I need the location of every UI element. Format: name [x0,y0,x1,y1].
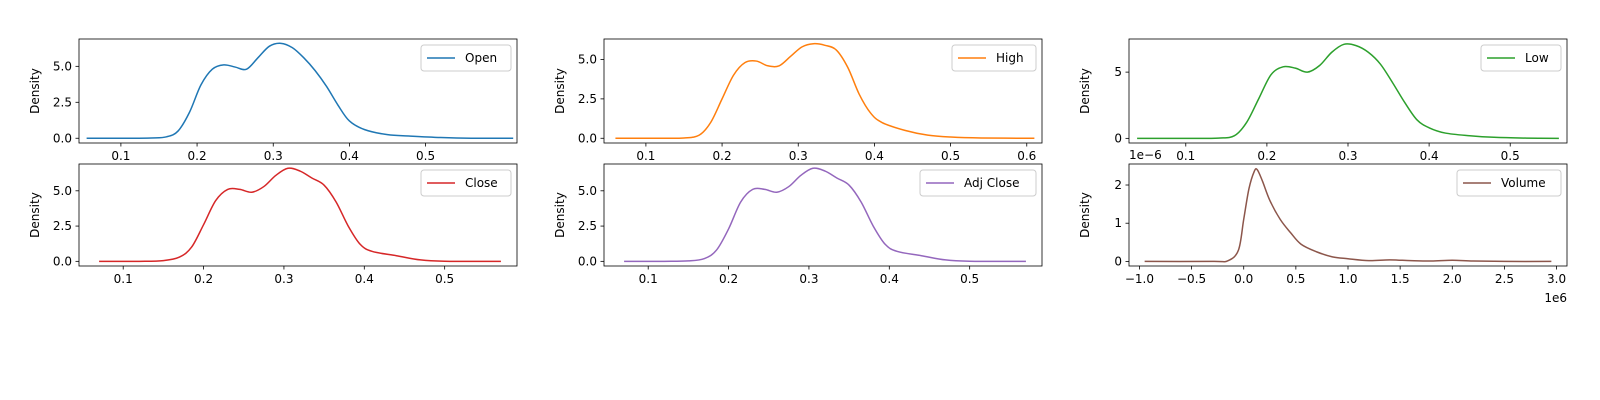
x-tick-label: 0.4 [865,149,884,163]
series-line-adj-close [624,167,1026,263]
series-line-open [86,42,514,140]
series-line-volume [1144,168,1552,263]
x-tick-label: 0.1 [639,272,658,286]
y-axis-label: Density [1078,68,1092,114]
legend: Close [420,169,512,197]
x-tick-label: 0.2 [188,149,207,163]
y-tick-label: 0.0 [53,254,72,268]
x-tick-label: 0.2 [719,272,738,286]
x-tick-label: 0.5 [1501,149,1520,163]
x-tick-label: −0.5 [1177,272,1206,286]
legend-box [951,44,1037,72]
x-tick-label: 0.4 [880,272,899,286]
x-tick-label: 0.2 [1257,149,1276,163]
x-tick-label: 0.3 [789,149,808,163]
x-tick-label: 0.5 [1286,272,1305,286]
x-tick-label: −1.0 [1125,272,1154,286]
legend-label: Low [1525,51,1549,65]
x-tick-label: 0.3 [799,272,818,286]
y-tick-label: 2 [1114,178,1122,192]
y-tick-label: 0.0 [578,131,597,145]
x-tick-label: 2.0 [1443,272,1462,286]
y-axis-label: Density [1078,192,1092,238]
legend-label: Close [465,176,498,190]
series-line-close [99,167,501,263]
y-offset-label: 1e−6 [1129,148,1162,162]
legend: Adj Close [919,169,1037,197]
x-tick-label: 1.0 [1338,272,1357,286]
series-line-high [615,42,1035,140]
y-tick-label: 5.0 [53,184,72,198]
x-tick-label: 0.4 [340,149,359,163]
x-tick-label: 2.5 [1495,272,1514,286]
x-scale-label: 1e6 [1544,291,1567,305]
y-tick-label: 2.5 [578,219,597,233]
y-tick-label: 5 [1114,65,1122,79]
x-tick-label: 0.1 [636,149,655,163]
x-tick-label: 0.4 [355,272,374,286]
x-tick-label: 1.5 [1391,272,1410,286]
x-tick-label: 0.6 [1017,149,1036,163]
x-tick-label: 0.5 [960,272,979,286]
subplot-3: 0.1 0.2 0.3 0.4 0.5 0.0 2.5 5.0 Density Close [28,163,518,286]
axes-frame [78,163,518,267]
x-tick-label: 0.5 [941,149,960,163]
subplot-4: 0.1 0.2 0.3 0.4 0.5 0.0 2.5 5.0 Density Adj Close [553,163,1043,286]
axes-frame [603,163,1043,267]
legend: Low [1480,44,1562,72]
legend: Volume [1456,169,1562,197]
axes-frame [78,38,518,144]
legend-label: Adj Close [964,176,1019,190]
y-tick-label: 5.0 [578,52,597,66]
subplot-2: 0.1 0.2 0.3 0.4 0.5 0 5 Density Low [1078,38,1568,163]
subplot-1: 0.1 0.2 0.3 0.4 0.5 0.6 0.0 2.5 5.0 Density High [553,38,1043,163]
legend-box [420,44,512,72]
x-tick-label: 0.4 [1420,149,1439,163]
legend: High [951,44,1037,72]
y-tick-label: 0.0 [578,254,597,268]
x-tick-label: 0.3 [264,149,283,163]
legend-box [1456,169,1562,197]
x-tick-label: 3.0 [1547,272,1566,286]
legend-box [420,169,512,197]
legend-label: Volume [1501,176,1546,190]
y-axis-label: Density [28,192,42,238]
x-tick-label: 0.1 [111,149,130,163]
y-axis-label: Density [553,192,567,238]
y-tick-label: 5.0 [53,59,72,73]
legend: Open [420,44,512,72]
legend-box [1480,44,1562,72]
y-tick-label: 1 [1114,216,1122,230]
subplot-5: −1.0 −0.5 0.0 0.5 1.0 1.5 2.0 2.5 3.0 0 1 2 Density 1… [1078,148,1568,305]
legend-label: High [996,51,1024,65]
x-tick-label: 0.1 [1176,149,1195,163]
y-tick-label: 5.0 [578,184,597,198]
axes-frame [603,38,1043,144]
series-line-low [1137,43,1559,140]
y-tick-label: 2.5 [53,95,72,109]
x-tick-label: 0.2 [713,149,732,163]
x-tick-label: 0.1 [114,272,133,286]
legend-box [919,169,1037,197]
y-tick-label: 0 [1114,254,1122,268]
legend-label: Open [465,51,497,65]
x-tick-label: 0.3 [274,272,293,286]
y-tick-label: 0.0 [53,131,72,145]
x-tick-label: 0.3 [1338,149,1357,163]
y-axis-label: Density [553,68,567,114]
y-tick-label: 2.5 [53,219,72,233]
x-tick-label: 0.5 [435,272,454,286]
y-axis-label: Density [28,68,42,114]
x-tick-label: 0.2 [194,272,213,286]
y-tick-label: 0 [1114,131,1122,145]
x-tick-label: 0.5 [416,149,435,163]
x-tick-label: 0.0 [1234,272,1253,286]
subplot-0: 0.1 0.2 0.3 0.4 0.5 0.0 2.5 5.0 Density Open [28,38,518,163]
y-tick-label: 2.5 [578,92,597,106]
